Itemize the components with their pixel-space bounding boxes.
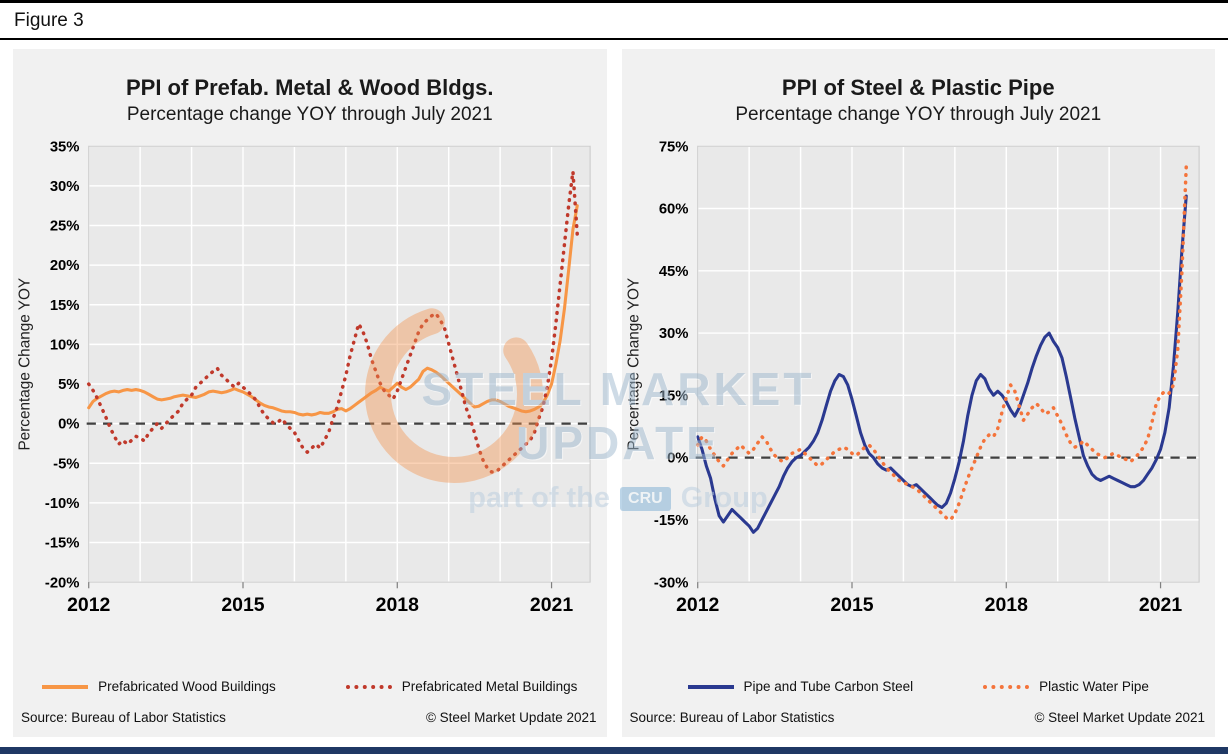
svg-text:2015: 2015 xyxy=(830,594,873,616)
metal-buildings-line-swatch xyxy=(345,684,392,689)
svg-text:45%: 45% xyxy=(658,264,688,280)
legend-item: Prefabricated Metal Buildings xyxy=(345,679,578,694)
svg-text:-30%: -30% xyxy=(653,575,688,591)
svg-text:2018: 2018 xyxy=(376,594,419,616)
plastic-pipe-line-swatch xyxy=(983,684,1030,689)
copyright-text: © Steel Market Update 2021 xyxy=(425,710,597,725)
legend-label: Prefabricated Metal Buildings xyxy=(401,679,578,694)
pipe-line-chart: -30% -15% 0% 15% 30% 45% 60% 75% 2012 2015 2018 202… xyxy=(625,139,1200,616)
svg-text:2015: 2015 xyxy=(221,594,264,616)
figure-label: Figure 3 xyxy=(14,9,84,31)
svg-text:-15%: -15% xyxy=(653,513,688,529)
svg-text:75%: 75% xyxy=(658,139,688,155)
svg-text:0%: 0% xyxy=(667,451,688,467)
chart-legend: Prefabricated Wood Buildings Prefabricat… xyxy=(13,679,607,694)
svg-text:5%: 5% xyxy=(58,377,79,393)
svg-text:35%: 35% xyxy=(50,139,80,155)
source-text: Source: Bureau of Labor Statistics xyxy=(21,710,226,725)
chart-legend: Pipe and Tube Carbon Steel Plastic Water… xyxy=(622,679,1216,694)
charts-container: PPI of Prefab. Metal & Wood Bldgs. Perce… xyxy=(0,40,1228,737)
source-text: Source: Bureau of Labor Statistics xyxy=(629,710,835,725)
svg-text:15%: 15% xyxy=(658,388,688,404)
svg-text:10%: 10% xyxy=(50,337,80,353)
prefab-buildings-line-chart: -20% -15% -10% -5% 0% 5% 10% 15% 20% 25% 30% 35% 201… xyxy=(16,139,591,616)
panel-footer: Source: Bureau of Labor Statistics © Ste… xyxy=(622,694,1216,737)
legend-item: Plastic Water Pipe xyxy=(983,679,1149,694)
legend-label: Plastic Water Pipe xyxy=(1039,679,1149,694)
wood-buildings-line-swatch xyxy=(42,684,89,689)
legend-item: Prefabricated Wood Buildings xyxy=(42,679,276,694)
svg-text:30%: 30% xyxy=(50,179,80,195)
chart-title: PPI of Steel & Plastic Pipe xyxy=(781,75,1055,100)
svg-text:20%: 20% xyxy=(50,258,80,274)
svg-text:-20%: -20% xyxy=(45,575,80,591)
chart-title: PPI of Prefab. Metal & Wood Bldgs. xyxy=(125,75,494,100)
panel-prefab-buildings: PPI of Prefab. Metal & Wood Bldgs. Perce… xyxy=(13,49,607,737)
svg-text:15%: 15% xyxy=(50,298,80,314)
svg-text:25%: 25% xyxy=(50,219,80,235)
svg-text:Percentage Change YOY: Percentage Change YOY xyxy=(625,278,642,451)
carbon-steel-line-swatch xyxy=(687,684,734,689)
svg-text:30%: 30% xyxy=(658,326,688,342)
legend-item: Pipe and Tube Carbon Steel xyxy=(687,679,914,694)
panel-pipe: PPI of Steel & Plastic Pipe Percentage c… xyxy=(621,49,1216,737)
panel-footer: Source: Bureau of Labor Statistics © Ste… xyxy=(13,694,607,737)
svg-text:-10%: -10% xyxy=(45,496,80,512)
svg-text:-5%: -5% xyxy=(53,456,79,472)
figure-header: Figure 3 xyxy=(0,0,1228,40)
copyright-text: © Steel Market Update 2021 xyxy=(1034,710,1205,725)
svg-text:2021: 2021 xyxy=(530,594,573,616)
svg-text:60%: 60% xyxy=(658,202,688,218)
svg-text:Percentage Change YOY: Percentage Change YOY xyxy=(16,278,33,451)
svg-text:2012: 2012 xyxy=(676,594,719,616)
svg-text:2012: 2012 xyxy=(67,594,110,616)
svg-text:-15%: -15% xyxy=(45,536,80,552)
legend-label: Pipe and Tube Carbon Steel xyxy=(743,679,914,694)
chart-subtitle: Percentage change YOY through July 2021 xyxy=(126,104,493,125)
legend-label: Prefabricated Wood Buildings xyxy=(98,679,276,694)
chart-subtitle: Percentage change YOY through July 2021 xyxy=(735,104,1102,125)
svg-text:2018: 2018 xyxy=(984,594,1027,616)
svg-text:0%: 0% xyxy=(58,417,79,433)
bottom-accent-bar xyxy=(0,747,1228,754)
svg-text:2021: 2021 xyxy=(1138,594,1181,616)
